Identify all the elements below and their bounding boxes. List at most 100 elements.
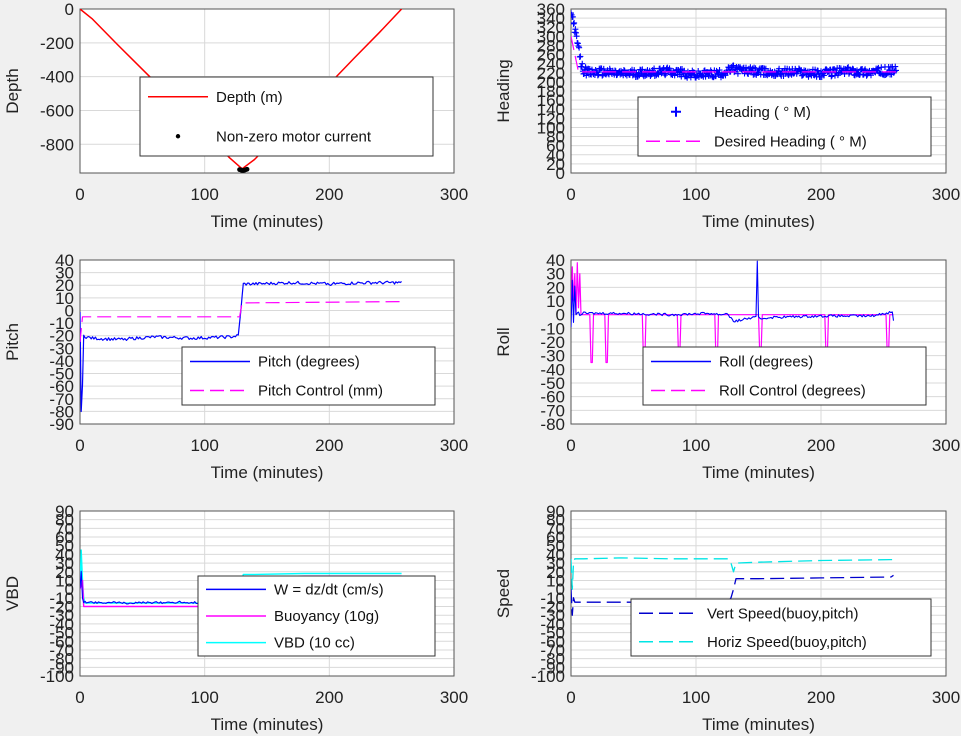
data-point (776, 65, 783, 72)
y-tick-label: -90 (540, 658, 565, 677)
x-axis-label: Time (minutes) (211, 715, 324, 734)
legend-swatch (175, 134, 181, 139)
y-tick-label: 20 (546, 155, 565, 174)
data-point (573, 29, 579, 36)
y-tick-label: -20 (540, 333, 565, 352)
y-tick-label: 20 (55, 276, 74, 295)
x-tick-label: 200 (807, 185, 835, 204)
data-point (797, 67, 804, 74)
y-tick-label: 120 (537, 109, 565, 128)
x-tick-label: 300 (932, 688, 960, 707)
legend-label: Roll Control (degrees) (719, 383, 866, 400)
legend: Pitch (degrees) Pitch Control (mm) (181, 346, 436, 406)
data-point (571, 10, 574, 17)
y-tick-label: -60 (49, 377, 74, 396)
data-point (845, 64, 852, 71)
y-tick-label: 30 (546, 554, 565, 573)
data-point (681, 67, 688, 74)
legend-label: Non-zero motor current (216, 128, 372, 145)
y-tick-label: 300 (537, 27, 565, 46)
series-layer (80, 280, 402, 413)
legend-label: Horiz Speed(buoy,pitch) (707, 634, 867, 651)
data-point (583, 72, 590, 79)
y-tick-label: -60 (49, 632, 74, 651)
y-tick-label: -10 (49, 589, 74, 608)
y-tick-label: -30 (49, 606, 74, 625)
data-point (671, 72, 678, 79)
y-tick-label: 90 (55, 502, 74, 521)
data-point (826, 69, 833, 76)
legend-label: VBD (10 cc) (274, 635, 355, 652)
y-tick-label: 0 (556, 580, 565, 599)
y-axis-label: Heading (494, 59, 513, 122)
y-tick-label: -80 (49, 402, 74, 421)
x-tick-label: 300 (440, 688, 468, 707)
y-tick-label: 30 (55, 554, 74, 573)
series-line (571, 557, 894, 590)
y-tick-label: 40 (55, 251, 74, 270)
y-tick-label: 320 (537, 18, 565, 37)
y-tick-label: -70 (540, 641, 565, 660)
data-point (577, 53, 584, 60)
data-point (734, 70, 741, 77)
y-tick-label: -40 (540, 360, 565, 379)
data-point (574, 40, 581, 47)
data-point (651, 65, 658, 72)
x-tick-label: 200 (807, 688, 835, 707)
y-tick-label: -50 (540, 624, 565, 643)
legend-label: Desired Heading ( ° M) (714, 133, 867, 150)
legend-label: W = dz/dt (cm/s) (274, 581, 384, 598)
data-point (820, 72, 827, 79)
y-tick-label: -40 (49, 615, 74, 634)
legend-box (637, 96, 932, 157)
y-tick-label: -80 (49, 650, 74, 669)
legend-label: Pitch (degrees) (258, 354, 360, 371)
chart-panel-depth: 0 100 200 300 0 -200 -400 -600 -800 Time (minutes… (3, 0, 468, 231)
plot-frame (570, 259, 947, 425)
chart-panel-heading: 0 100 200 300020406080100120140160180200220… (494, 0, 960, 231)
x-tick-label: 200 (315, 436, 343, 455)
y-tick-label: -60 (540, 632, 565, 651)
y-tick-label: 50 (55, 537, 74, 556)
y-tick-label: 100 (537, 118, 565, 137)
y-tick-label: 90 (546, 502, 565, 521)
data-point (892, 63, 899, 70)
y-tick-label: 40 (546, 545, 565, 564)
legend-box (642, 346, 927, 406)
y-tick-label: -90 (49, 658, 74, 677)
x-tick-label: 100 (682, 436, 710, 455)
y-tick-label: 160 (537, 91, 565, 110)
series-line (571, 260, 895, 328)
series-layer (571, 10, 899, 81)
y-tick-label: -80 (540, 650, 565, 669)
y-axis-label: Speed (494, 569, 513, 618)
data-point (854, 67, 861, 74)
x-tick-label: 100 (682, 688, 710, 707)
data-point (849, 65, 856, 72)
data-point (578, 63, 585, 70)
x-tick-label: 300 (932, 185, 960, 204)
y-tick-label: -50 (540, 374, 565, 393)
x-axis-label: Time (minutes) (702, 715, 815, 734)
series-line (80, 280, 402, 413)
x-tick-label: 300 (932, 436, 960, 455)
series-line (80, 301, 402, 343)
y-axis-label: VBD (3, 576, 22, 611)
y-tick-label: -30 (540, 606, 565, 625)
y-tick-label: 50 (546, 537, 565, 556)
y-tick-label: 0 (556, 306, 565, 325)
y-axis-label: Roll (494, 327, 513, 356)
y-tick-label: -70 (49, 390, 74, 409)
y-tick-label: -20 (49, 327, 74, 346)
chart-panel-pitch: 0 100 200 300403020100-10-20-30-40-50-60-70… (3, 251, 468, 482)
legend-label: Roll (degrees) (719, 354, 813, 371)
data-point (573, 33, 580, 40)
x-tick-label: 100 (190, 688, 218, 707)
legend-swatch (671, 106, 681, 117)
data-point (874, 65, 881, 72)
y-tick-label: 70 (55, 519, 74, 538)
y-tick-label: 70 (546, 519, 565, 538)
y-tick-label: -70 (540, 401, 565, 420)
x-tick-label: 100 (190, 436, 218, 455)
